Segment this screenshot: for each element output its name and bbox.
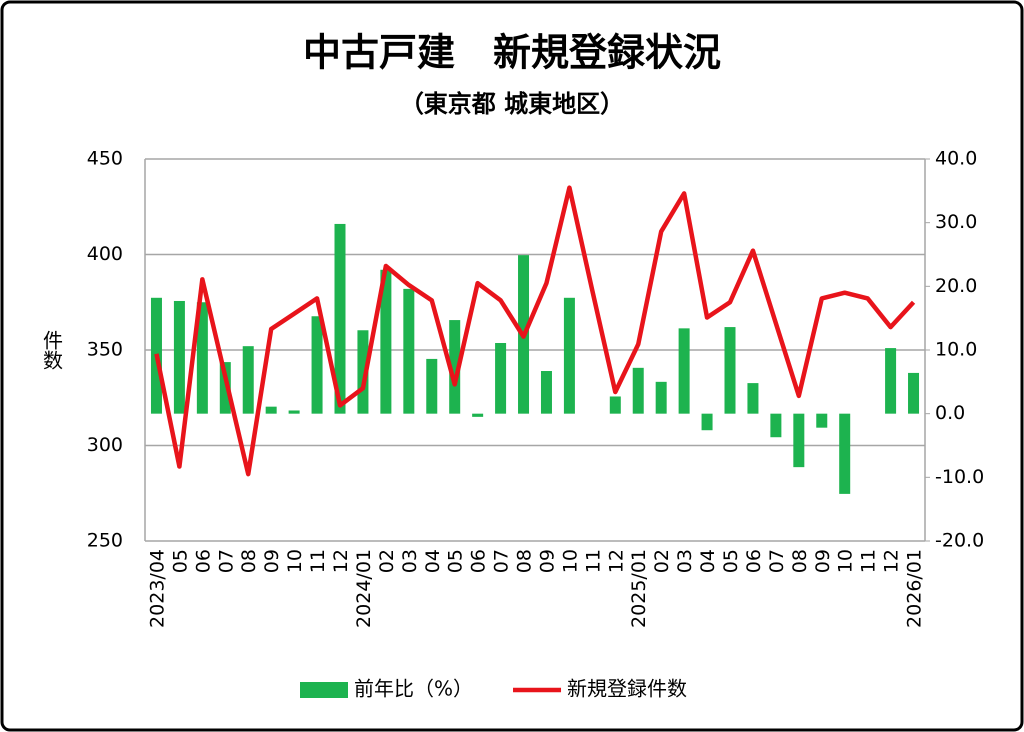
x-tick-label: 12	[605, 549, 627, 573]
x-tick-label: 09	[261, 549, 283, 573]
bar	[724, 327, 736, 414]
x-tick-label: 2025/01	[628, 549, 650, 628]
bar	[334, 223, 346, 414]
bar	[609, 396, 621, 414]
x-tick-label: 02	[651, 549, 673, 573]
y-tick-label: 400	[87, 243, 123, 265]
y-tick-label: 450	[87, 148, 123, 170]
bar	[655, 381, 667, 414]
bar	[219, 362, 231, 414]
x-tick-label: 2024/01	[353, 549, 375, 628]
y2-tick-label: -20.0	[935, 530, 984, 552]
bar	[426, 358, 438, 414]
bar	[311, 316, 323, 414]
bar	[540, 371, 552, 414]
bar	[449, 320, 461, 414]
x-tick-label: 12	[881, 549, 903, 573]
bar	[701, 413, 713, 431]
bar	[495, 342, 507, 414]
bar	[563, 297, 575, 414]
y2-tick-label: 0.0	[935, 402, 965, 424]
x-tick-label: 02	[376, 549, 398, 573]
y2-tick-label: 20.0	[935, 275, 977, 297]
x-tick-label: 06	[192, 549, 214, 573]
y-axis-label: 件数	[40, 330, 64, 370]
y2-tick-label: 40.0	[935, 148, 977, 170]
bar	[632, 367, 644, 414]
legend-swatch	[300, 682, 348, 698]
legend-label: 前年比（%）	[354, 677, 473, 701]
x-tick-label: 08	[789, 549, 811, 573]
x-tick-label: 10	[835, 549, 857, 573]
x-tick-label: 12	[330, 549, 352, 573]
chart-title: 中古戸建 新規登録状況	[303, 31, 721, 75]
bar	[403, 288, 415, 414]
bar	[908, 372, 920, 414]
x-tick-label: 04	[697, 549, 719, 573]
bar	[839, 413, 851, 494]
x-tick-label: 10	[284, 549, 306, 573]
x-tick-label: 05	[445, 549, 467, 573]
bar	[747, 383, 759, 414]
x-tick-label: 06	[743, 549, 765, 573]
x-tick-label: 05	[169, 549, 191, 573]
x-tick-label: 07	[215, 549, 237, 573]
x-tick-label: 07	[491, 549, 513, 573]
x-tick-label: 09	[536, 549, 558, 573]
bar	[885, 348, 897, 414]
legend-label: 新規登録件数	[567, 677, 687, 701]
bar	[816, 413, 828, 428]
bar	[196, 302, 208, 414]
x-tick-label: 11	[582, 549, 604, 573]
y2-tick-label: 10.0	[935, 339, 977, 361]
bar	[472, 413, 484, 417]
y2-tick-label: 30.0	[935, 211, 977, 233]
x-tick-label: 03	[399, 549, 421, 573]
bar	[380, 269, 392, 414]
bar	[793, 413, 805, 468]
bar	[357, 330, 369, 414]
y-tick-label: 250	[87, 530, 123, 552]
y-tick-label: 350	[87, 339, 123, 361]
bar	[678, 328, 690, 414]
bar	[173, 300, 185, 414]
x-tick-label: 03	[674, 549, 696, 573]
x-tick-label: 2026/01	[904, 549, 926, 628]
bar	[770, 413, 782, 438]
line	[154, 185, 916, 477]
x-tick-label: 07	[766, 549, 788, 573]
x-tick-label: 2023/04	[146, 549, 168, 628]
x-tick-label: 06	[468, 549, 490, 573]
x-tick-label: 09	[812, 549, 834, 573]
x-tick-label: 05	[720, 549, 742, 573]
bar	[265, 406, 277, 414]
chart-subtitle: （東京都 城東地区）	[400, 90, 624, 118]
x-tick-label: 08	[238, 549, 260, 573]
y-tick-label: 300	[87, 434, 123, 456]
x-tick-label: 08	[514, 549, 536, 573]
bar	[242, 346, 254, 414]
x-tick-label: 10	[559, 549, 581, 573]
x-tick-label: 11	[858, 549, 880, 573]
y2-tick-label: -10.0	[935, 466, 984, 488]
bar	[288, 410, 300, 414]
x-tick-label: 11	[307, 549, 329, 573]
x-tick-label: 04	[422, 549, 444, 573]
